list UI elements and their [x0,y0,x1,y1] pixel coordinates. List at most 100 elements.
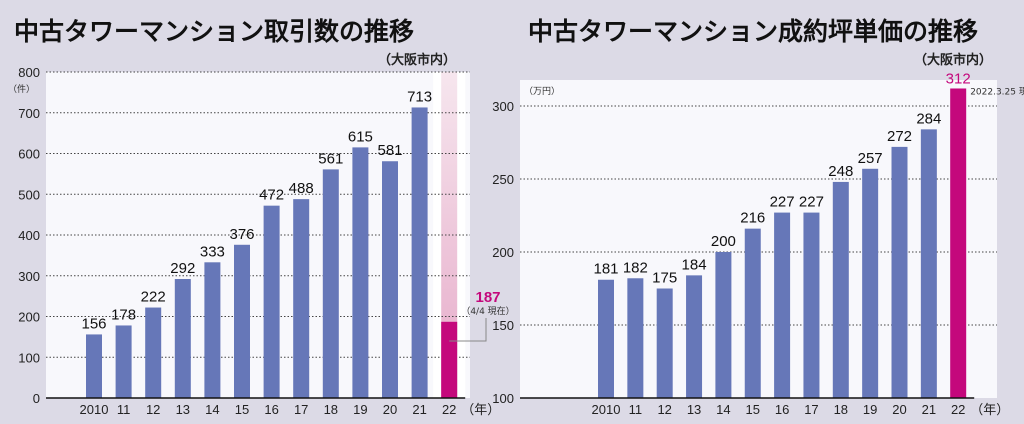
highlight-label: 312 [946,70,971,87]
x-tick-label: 15 [746,402,760,417]
data-label: 227 [799,194,824,211]
data-label: 216 [740,210,765,227]
bar-17 [803,212,820,398]
y-tick-label: 300 [18,269,40,284]
bar-14 [204,262,221,398]
y-tick-label: 250 [492,172,514,187]
data-label: 248 [828,163,853,180]
data-label: 178 [111,306,136,323]
annotation: （4/4 現在） [461,305,514,317]
x-tick-label: 11 [117,402,131,417]
bar-20 [891,146,908,398]
y-tick-label: 100 [18,350,40,365]
left-chart-title: 中古タワーマンション取引数の推移 [14,17,414,46]
data-label: 284 [916,110,941,127]
x-tick-label: 2010 [80,402,109,417]
data-label: 615 [348,128,373,145]
y-tick-label: 0 [33,391,40,406]
bar-19 [862,168,879,398]
x-tick-label: 12 [146,402,160,417]
x-tick-label: 18 [834,402,848,417]
x-tick-label: 14 [205,402,219,417]
y-tick-label: 200 [492,245,514,260]
x-tick-label: 16 [775,402,789,417]
data-label: 227 [770,194,795,211]
data-label: 257 [858,150,883,167]
data-label: 713 [407,88,432,105]
left-chart-subtitle: （大阪市内） [378,52,456,68]
bar-17 [293,199,310,398]
data-label: 376 [229,226,254,243]
data-label: 182 [623,259,648,276]
bar-16 [774,212,791,398]
data-label: 333 [200,243,225,260]
data-label: 175 [652,270,677,287]
x-tick-label: 22 [442,402,456,417]
bar-15 [234,244,250,398]
data-label: 472 [259,187,284,204]
bar-2010 [86,334,102,398]
bar-19 [352,147,369,398]
bar-15 [744,228,761,398]
data-label: 181 [593,261,618,278]
x-tick-label: 12 [657,402,671,417]
x-axis-unit: （年） [970,402,1009,417]
bar-18 [322,169,339,398]
x-tick-label: 15 [235,402,249,417]
annotation-leader [449,318,487,342]
y-axis-unit: （万円） [524,86,560,97]
y-tick-label: 150 [492,318,514,333]
bar-13 [686,275,703,398]
x-tick-label: 17 [294,402,308,417]
x-tick-label: 17 [804,402,818,417]
bar-16 [263,205,280,398]
y-tick-label: 700 [18,106,40,121]
x-tick-label: 18 [324,402,338,417]
right-chart: 100 150 200 250 300 （万円） 2010 181 11 182 12 175 13 18… [492,70,1024,417]
x-tick-label: 20 [892,402,906,417]
y-tick-label: 400 [18,228,40,243]
x-tick-label: 11 [629,402,643,417]
x-tick-label: 13 [176,402,190,417]
bar-22 [950,88,967,398]
x-tick-label: 21 [412,402,426,417]
y-tick-label: 600 [18,147,40,162]
bar-21 [411,107,428,398]
bar-21 [920,129,937,399]
x-tick-label: 22 [951,402,965,417]
y-tick-label: 200 [18,310,40,325]
bar-2010 [598,279,614,398]
bar-14 [715,252,732,398]
data-label: 292 [170,260,195,277]
bar-22 [441,321,458,398]
data-label: 156 [81,315,106,332]
data-label: 272 [887,128,912,145]
y-tick-label: 800 [18,65,40,80]
y-tick-label: 300 [492,99,514,114]
x-tick-label: 13 [687,402,701,417]
x-tick-label: 19 [863,402,877,417]
x-tick-label: 14 [716,402,730,417]
bar-11 [627,278,644,398]
bar-11 [115,325,132,398]
x-tick-label: 20 [383,402,397,417]
bar-12 [145,307,162,398]
bar-13 [174,279,191,398]
highlight-label: 187 [475,289,500,306]
bar-18 [832,181,849,398]
bar-12 [656,288,673,398]
annotation: 2022.3.25 現在 [970,85,1024,97]
x-tick-label: 21 [922,402,936,417]
data-label: 222 [141,289,166,306]
x-axis-unit: （年） [461,402,500,417]
y-tick-label: 100 [492,391,514,406]
data-label: 488 [289,180,314,197]
right-chart-subtitle: （大阪市内） [914,52,992,68]
x-tick-label: 19 [353,402,367,417]
x-tick-label: 16 [264,402,278,417]
y-tick-label: 500 [18,187,40,202]
left-chart: 0 100 200 300 400 500 600 700 800 （件） 2010 156 11 178… [8,65,515,417]
bar-20 [382,161,398,398]
y-axis-unit: （件） [8,83,35,95]
